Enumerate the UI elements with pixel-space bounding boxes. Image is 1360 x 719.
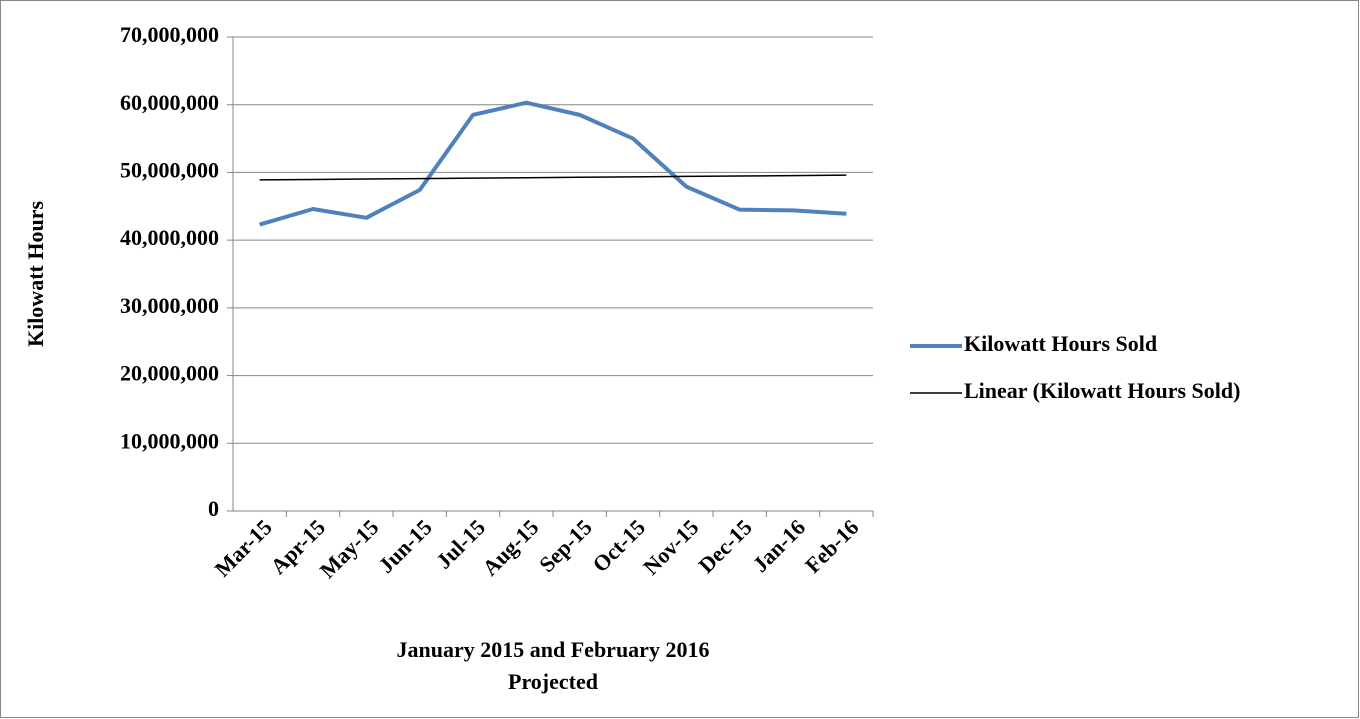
legend-label: Linear (Kilowatt Hours Sold) [964, 378, 1240, 403]
x-axis-title: January 2015 and February 2016 [397, 637, 710, 662]
y-tick-label: 70,000,000 [120, 22, 219, 47]
y-tick-label: 20,000,000 [120, 361, 219, 386]
y-tick-label: 50,000,000 [120, 157, 219, 182]
y-axis-title: Kilowatt Hours [23, 201, 48, 347]
legend-label: Kilowatt Hours Sold [964, 331, 1157, 356]
data-line [259, 100, 847, 227]
y-tick-label: 40,000,000 [120, 225, 219, 250]
y-tick-label: 30,000,000 [120, 293, 219, 318]
trend-line [259, 174, 847, 181]
y-tick-label: 60,000,000 [120, 90, 219, 115]
y-tick-label: 0 [208, 496, 219, 521]
x-axis-title: Projected [508, 669, 598, 694]
y-tick-label: 10,000,000 [120, 428, 219, 453]
